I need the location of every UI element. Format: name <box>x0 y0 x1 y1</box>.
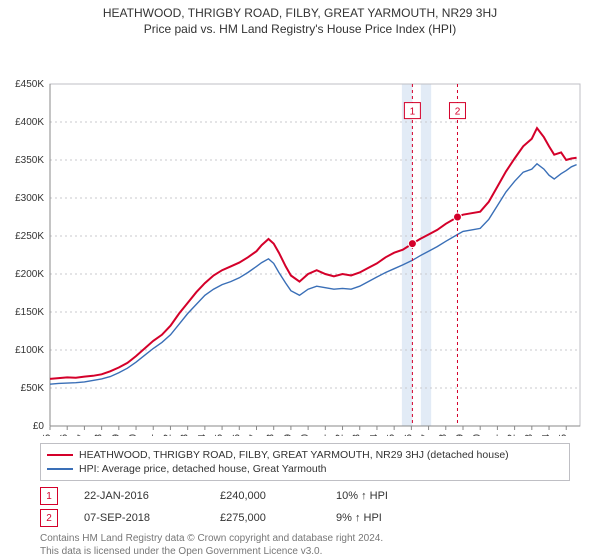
sale-price-1: £240,000 <box>220 490 310 502</box>
legend-label-b: HPI: Average price, detached house, Grea… <box>79 462 326 476</box>
svg-text:£200K: £200K <box>15 269 44 280</box>
svg-text:£350K: £350K <box>15 155 44 166</box>
svg-text:2017: 2017 <box>421 434 432 436</box>
svg-text:£100K: £100K <box>15 345 44 356</box>
svg-text:2: 2 <box>455 107 461 118</box>
svg-text:2003: 2003 <box>180 434 191 436</box>
sale-price-2: £275,000 <box>220 512 310 524</box>
svg-text:2012: 2012 <box>335 434 346 436</box>
svg-text:2011: 2011 <box>317 434 328 436</box>
svg-text:2001: 2001 <box>145 434 156 436</box>
footer-attribution: Contains HM Land Registry data © Crown c… <box>40 533 570 558</box>
svg-text:1996: 1996 <box>59 434 70 436</box>
sale-badge-1: 1 <box>40 487 58 505</box>
svg-text:2018: 2018 <box>438 434 449 436</box>
legend-row-a: HEATHWOOD, THRIGBY ROAD, FILBY, GREAT YA… <box>47 448 563 462</box>
svg-text:2010: 2010 <box>300 434 311 436</box>
svg-text:1999: 1999 <box>111 434 122 436</box>
sale-row-2: 2 07-SEP-2018 £275,000 9% ↑ HPI <box>40 507 570 529</box>
svg-text:1995: 1995 <box>42 434 53 436</box>
svg-text:2015: 2015 <box>386 434 397 436</box>
svg-text:2009: 2009 <box>283 434 294 436</box>
svg-text:1998: 1998 <box>94 434 105 436</box>
svg-text:£150K: £150K <box>15 307 44 318</box>
sale-date-2: 07-SEP-2018 <box>84 512 194 524</box>
svg-text:2014: 2014 <box>369 434 380 436</box>
svg-text:2023: 2023 <box>524 434 535 436</box>
svg-text:£300K: £300K <box>15 193 44 204</box>
svg-text:1: 1 <box>410 107 416 118</box>
footer-line2: This data is licensed under the Open Gov… <box>40 546 570 559</box>
chart-title-line1: HEATHWOOD, THRIGBY ROAD, FILBY, GREAT YA… <box>0 6 600 20</box>
svg-text:£0: £0 <box>33 421 45 432</box>
svg-text:£50K: £50K <box>21 383 45 394</box>
chart-titles: HEATHWOOD, THRIGBY ROAD, FILBY, GREAT YA… <box>0 0 600 36</box>
svg-text:2019: 2019 <box>455 434 466 436</box>
legend-swatch-a <box>47 454 73 456</box>
chart-area: £0 £50K £100K £150K £200K £250K £300K £350K £400… <box>0 36 600 441</box>
sale-pct-1: 10% ↑ HPI <box>336 490 426 502</box>
svg-text:£250K: £250K <box>15 231 44 242</box>
svg-text:2021: 2021 <box>489 434 500 436</box>
sale-badge-2: 2 <box>40 509 58 527</box>
sale-date-1: 22-JAN-2016 <box>84 490 194 502</box>
svg-text:£400K: £400K <box>15 117 44 128</box>
svg-text:2013: 2013 <box>352 434 363 436</box>
legend-row-b: HPI: Average price, detached house, Grea… <box>47 462 563 476</box>
svg-text:2016: 2016 <box>403 434 414 436</box>
sale-pct-2: 9% ↑ HPI <box>336 512 426 524</box>
svg-text:2005: 2005 <box>214 434 225 436</box>
svg-text:2007: 2007 <box>248 434 259 436</box>
svg-text:£450K: £450K <box>15 79 44 90</box>
footer-line1: Contains HM Land Registry data © Crown c… <box>40 533 570 546</box>
svg-text:2024: 2024 <box>541 434 552 436</box>
svg-text:2000: 2000 <box>128 434 139 436</box>
sales-table: 1 22-JAN-2016 £240,000 10% ↑ HPI 2 07-SE… <box>40 485 570 529</box>
svg-text:2004: 2004 <box>197 434 208 436</box>
svg-text:2025: 2025 <box>558 434 569 436</box>
svg-text:2002: 2002 <box>162 434 173 436</box>
legend-swatch-b <box>47 468 73 470</box>
svg-text:2008: 2008 <box>266 434 277 436</box>
chart-title-line2: Price paid vs. HM Land Registry's House … <box>0 22 600 36</box>
legend: HEATHWOOD, THRIGBY ROAD, FILBY, GREAT YA… <box>40 443 570 481</box>
sale-row-1: 1 22-JAN-2016 £240,000 10% ↑ HPI <box>40 485 570 507</box>
svg-text:2022: 2022 <box>507 434 518 436</box>
svg-text:1997: 1997 <box>76 434 87 436</box>
line-chart: £0 £50K £100K £150K £200K £250K £300K £350K £400… <box>0 36 600 436</box>
svg-text:2006: 2006 <box>231 434 242 436</box>
svg-text:2020: 2020 <box>472 434 483 436</box>
legend-label-a: HEATHWOOD, THRIGBY ROAD, FILBY, GREAT YA… <box>79 448 509 462</box>
